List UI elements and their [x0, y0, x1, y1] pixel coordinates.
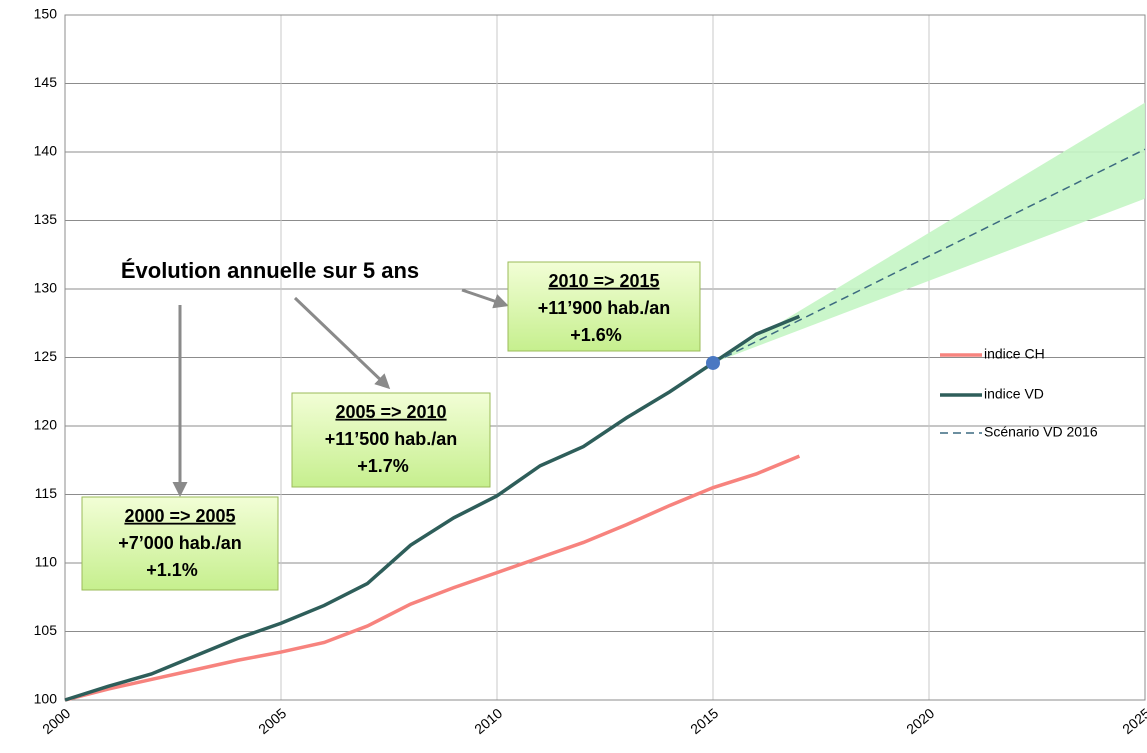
y-tick-label: 140 [34, 143, 58, 159]
annotation-box [507, 261, 701, 352]
series-line [712, 148, 1146, 364]
x-tick-label: 2000 [39, 705, 73, 737]
y-tick-label: 130 [34, 280, 58, 296]
y-tick-label: 115 [35, 485, 58, 501]
legend-label: indice VD [984, 386, 1044, 402]
annotation-text: 2000 => 2005 [124, 506, 235, 526]
x-tick-label: 2010 [471, 705, 505, 737]
plot-border [64, 14, 1146, 701]
x-tick-label: 2005 [255, 705, 289, 737]
y-tick-label: 125 [34, 348, 58, 364]
annotation-box [291, 392, 491, 488]
annotation-text: +1.1% [146, 560, 198, 580]
highlight-point [706, 355, 720, 370]
y-tick-label: 135 [34, 211, 58, 227]
annotation-text: 2010 => 2015 [548, 271, 659, 291]
series-line [64, 454, 801, 702]
legend-label: indice CH [984, 346, 1045, 362]
plot [64, 102, 1146, 702]
x-tick-label: 2020 [903, 705, 937, 737]
y-tick-label: 105 [34, 622, 58, 638]
annotation-box [81, 496, 279, 591]
annotations: 2000 => 2005 +7’000 hab./an +1.1% 2005 => 2… [81, 261, 701, 591]
y-tick-label: 145 [34, 74, 58, 90]
annotation-text: +1.6% [570, 325, 622, 345]
heading: Évolution annuelle sur 5 ans [121, 258, 419, 283]
y-tick-label: 120 [34, 417, 58, 433]
arrow [461, 288, 509, 309]
annotation-text: +11’900 hab./an [538, 298, 671, 318]
scenario-band [713, 102, 1145, 363]
y-tick-label: 110 [35, 554, 58, 570]
y-tick-label: 150 [34, 6, 58, 22]
grid: 100 105 110 115 120 125 130 135 140 145 150 2000 200… [34, 6, 1147, 737]
annotation-text: +1.7% [357, 456, 409, 476]
annotation-text: 2005 => 2010 [335, 402, 446, 422]
x-tick-label: 2025 [1119, 705, 1147, 737]
annotation-text: +11’500 hab./an [325, 429, 458, 449]
legend: indice CH indice VD Scénario VD 2016 [940, 346, 1098, 440]
annotation-text: +7’000 hab./an [118, 533, 242, 553]
y-tick-label: 100 [34, 691, 58, 707]
series-line [64, 314, 801, 702]
arrow [293, 296, 391, 390]
arrows [172, 288, 509, 497]
x-tick-label: 2015 [687, 705, 721, 737]
legend-label: Scénario VD 2016 [984, 424, 1098, 440]
